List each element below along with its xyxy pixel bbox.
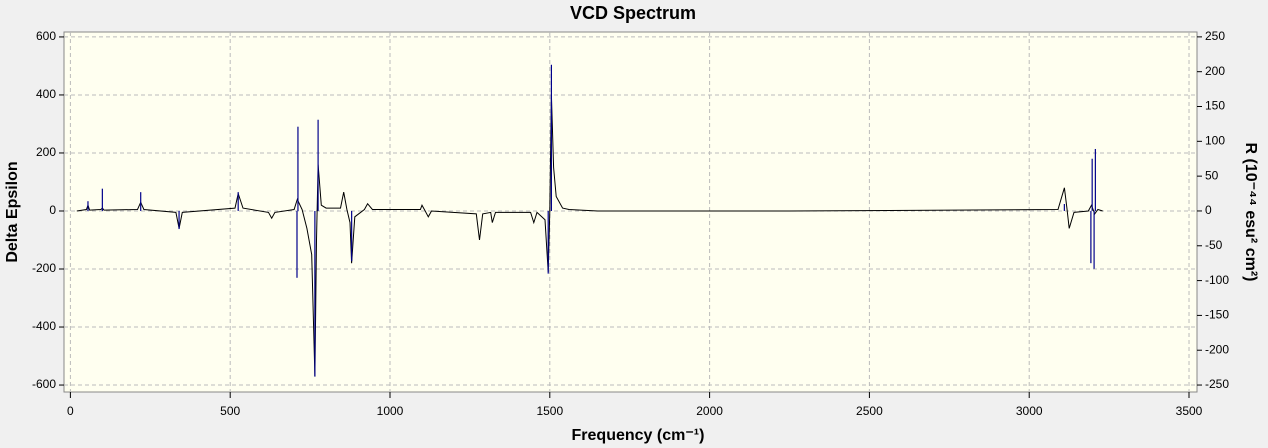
x-tick-label: 2500 [856, 404, 883, 418]
y2-tick-label: -150 [1205, 308, 1229, 322]
y2-tick-label: 150 [1205, 99, 1225, 113]
y-tick-label: 200 [36, 145, 56, 159]
y2-tick-label: -200 [1205, 342, 1229, 356]
x-tick-label: 0 [67, 404, 74, 418]
chart-title: VCD Spectrum [570, 3, 696, 23]
y-tick-label: -200 [32, 261, 56, 275]
y2-tick-label: -250 [1205, 377, 1229, 391]
x-tick-label: 1000 [377, 404, 404, 418]
y-tick-label: -400 [32, 319, 56, 333]
y-axis-label: Delta Epsilon [4, 161, 21, 262]
x-tick-label: 1500 [536, 404, 563, 418]
x-tick-label: 3500 [1176, 404, 1203, 418]
y-tick-label: 400 [36, 87, 56, 101]
y-tick-label: 600 [36, 29, 56, 43]
y2-tick-label: 250 [1205, 29, 1225, 43]
y2-axis-label: R (10⁻⁴⁴ esu² cm²) [1242, 143, 1259, 282]
y2-tick-label: 50 [1205, 168, 1219, 182]
y2-tick-label: -100 [1205, 273, 1229, 287]
y-tick-label: -600 [32, 377, 56, 391]
x-tick-label: 3000 [1016, 404, 1043, 418]
y2-tick-label: 100 [1205, 133, 1225, 147]
x-tick-label: 500 [220, 404, 240, 418]
x-axis-label: Frequency (cm⁻¹) [572, 427, 705, 444]
y2-tick-label: -50 [1205, 238, 1223, 252]
y2-tick-label: 200 [1205, 64, 1225, 78]
y-tick-label: 0 [49, 203, 56, 217]
y2-tick-label: 0 [1205, 203, 1212, 217]
plot-area [63, 31, 1198, 393]
spectrum-line [76, 94, 1103, 377]
x-tick-label: 2000 [696, 404, 723, 418]
